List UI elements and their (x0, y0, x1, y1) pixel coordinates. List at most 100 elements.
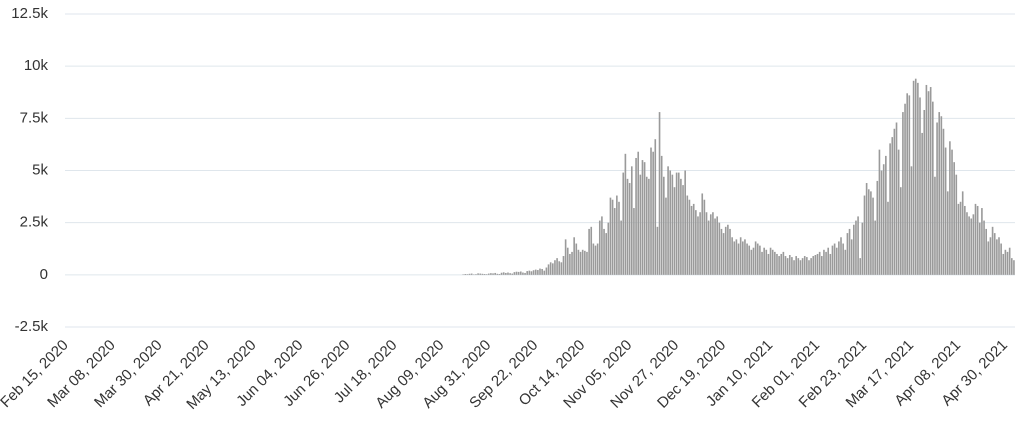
bar (919, 97, 921, 275)
bar (680, 178, 682, 275)
bar (618, 201, 620, 275)
bar (475, 274, 477, 275)
bar (541, 268, 543, 275)
bar (917, 82, 919, 275)
bar (579, 251, 582, 275)
bar (682, 185, 684, 275)
y-tick-label: 0 (40, 266, 48, 283)
bar (490, 273, 492, 275)
bar (891, 137, 894, 275)
bar (505, 272, 507, 275)
bar (665, 197, 667, 275)
bar (761, 251, 763, 275)
bar (584, 250, 586, 275)
bar (494, 272, 496, 275)
bar (818, 251, 821, 275)
bar (703, 199, 706, 275)
bar (759, 245, 761, 275)
bar (729, 228, 731, 275)
bar (872, 197, 874, 275)
bar (630, 166, 633, 275)
bar (795, 256, 797, 275)
bar (968, 216, 970, 275)
bar (609, 197, 612, 275)
bar (855, 220, 857, 275)
bar (784, 256, 787, 275)
bar (626, 178, 629, 275)
bar (861, 222, 864, 275)
bar (739, 237, 742, 275)
bar (622, 172, 625, 275)
bar (688, 199, 691, 275)
bar (899, 187, 902, 275)
bar (981, 208, 983, 275)
bar (549, 262, 552, 275)
bar (797, 258, 800, 275)
bar (987, 241, 990, 275)
bar (878, 149, 881, 275)
bar (569, 253, 571, 275)
bar (530, 271, 533, 275)
bar (1000, 243, 1002, 275)
bar (686, 195, 689, 275)
bar (814, 255, 817, 275)
bar (596, 243, 599, 275)
bar (816, 253, 819, 275)
bar (989, 237, 992, 275)
bar (558, 261, 561, 275)
bar (835, 247, 838, 275)
bar (586, 251, 588, 275)
bar (633, 208, 635, 275)
bar (502, 272, 505, 275)
bar (774, 251, 776, 275)
bar (560, 262, 563, 275)
bar (598, 220, 601, 275)
bar (671, 174, 674, 275)
y-tick-label: 7.5k (20, 109, 49, 126)
bar (842, 243, 844, 275)
bar (554, 260, 556, 275)
bar (991, 226, 994, 275)
bar (656, 226, 659, 275)
bar (485, 274, 488, 275)
bar (468, 273, 471, 275)
bar (746, 243, 748, 275)
bar (603, 228, 605, 275)
bar (767, 253, 770, 275)
y-tick-label: 12.5k (11, 5, 48, 22)
bar (750, 249, 753, 275)
y-tick-label: 10k (24, 57, 49, 74)
bar (528, 270, 531, 275)
bar (594, 245, 597, 275)
bar (695, 210, 697, 275)
bar (1002, 253, 1005, 275)
bar (904, 103, 906, 275)
bar (885, 155, 887, 275)
bar (844, 249, 847, 275)
bar (515, 271, 518, 275)
bar (643, 162, 646, 275)
bar (1008, 247, 1011, 275)
bar (788, 255, 791, 275)
bar (513, 272, 516, 275)
bar (748, 245, 751, 275)
bar (611, 199, 614, 275)
bar (519, 271, 522, 275)
bar (887, 201, 889, 275)
bar (863, 195, 866, 275)
bar (498, 273, 501, 275)
bar (466, 274, 469, 275)
bar (976, 205, 979, 275)
bar (998, 237, 1000, 275)
bar (483, 273, 486, 275)
bar (880, 170, 883, 275)
bar (588, 228, 590, 275)
bar (727, 224, 729, 275)
bar (876, 180, 879, 275)
bar (601, 216, 603, 275)
bar (562, 256, 565, 275)
bar (511, 273, 514, 275)
bar (720, 228, 723, 275)
bar (786, 258, 789, 275)
bar (983, 220, 985, 275)
